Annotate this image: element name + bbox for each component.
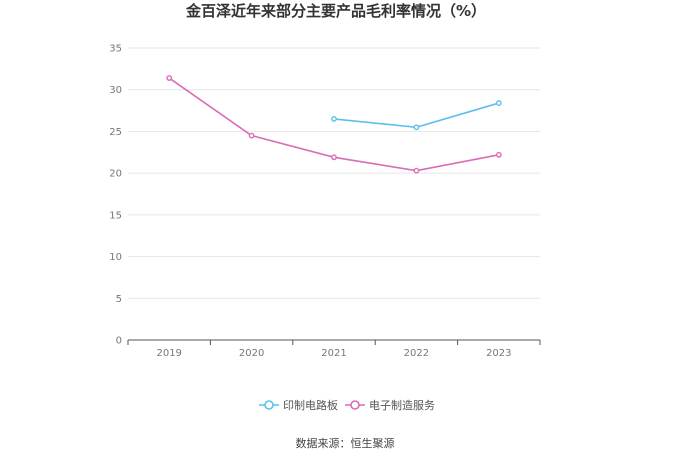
data-point [331, 154, 337, 161]
x-tick-label: 2020 [239, 348, 264, 359]
data-point [248, 132, 255, 139]
series-line-0 [333, 102, 500, 129]
y-tick-label: 35 [109, 44, 122, 55]
data-point [495, 100, 502, 106]
data-source: 数据来源：恒生聚源 [296, 436, 395, 450]
grid-lines [128, 47, 540, 299]
y-tick-label: 5 [116, 294, 122, 305]
x-tick-label: 2021 [321, 348, 346, 359]
chart-title: 金百泽近年来部分主要产品毛利率情况（%） [185, 2, 486, 20]
legend-marker-icon [350, 400, 360, 410]
series-layer [166, 75, 502, 174]
y-tick-label: 15 [109, 210, 122, 221]
y-tick-label: 0 [116, 336, 122, 347]
data-point [166, 75, 173, 81]
data-point [331, 116, 337, 122]
x-tick-label: 2019 [156, 348, 181, 359]
legend-label: 电子制造服务 [369, 398, 435, 412]
x-tick-label: 2022 [404, 348, 429, 359]
y-tick-label: 20 [109, 169, 122, 180]
legend: 印制电路板 电子制造服务 [259, 398, 435, 412]
data-point [413, 167, 420, 174]
legend-label: 印制电路板 [283, 398, 338, 412]
y-tick-label: 30 [109, 85, 122, 96]
x-tick-label: 2023 [486, 348, 511, 359]
axes: 0 5 10 15 20 25 30 35 2019 2020 2021 2022 2023 [109, 44, 541, 359]
legend-item-1[interactable]: 电子制造服务 [345, 398, 435, 412]
data-point [495, 151, 502, 158]
y-tick-label: 25 [109, 127, 122, 138]
legend-marker-icon [264, 400, 274, 410]
y-tick-label: 10 [109, 252, 122, 263]
legend-item-0[interactable]: 印制电路板 [259, 398, 338, 412]
data-point [413, 124, 420, 131]
